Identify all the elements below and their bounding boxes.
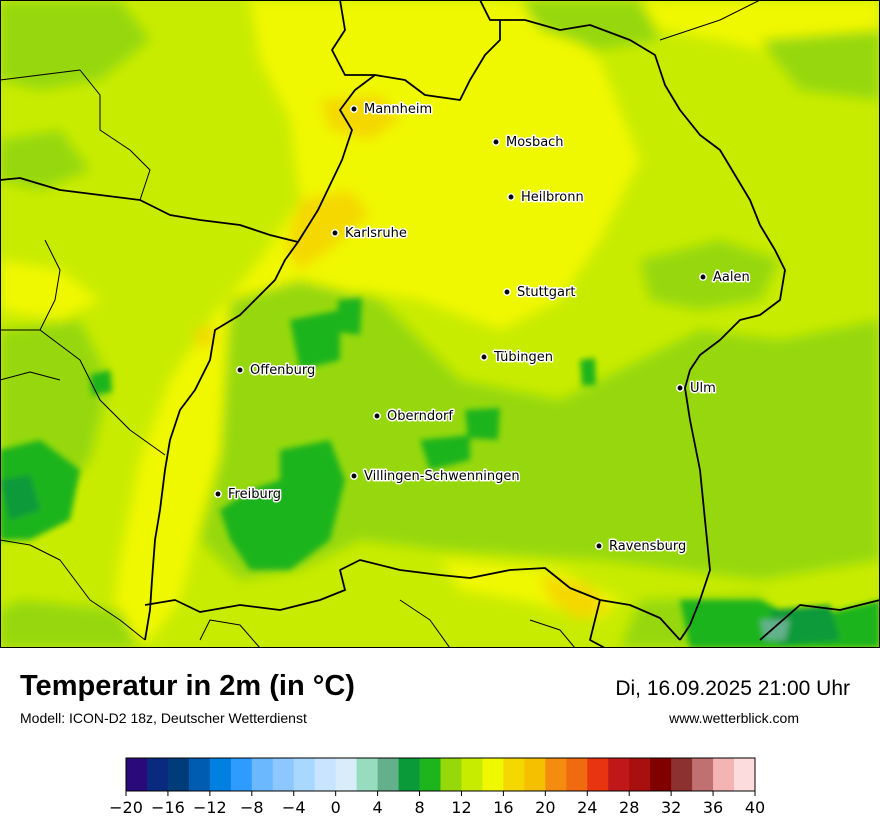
city-label: Villingen-Schwenningen	[364, 469, 520, 484]
legend-swatch	[734, 758, 756, 791]
legend-swatch	[503, 758, 525, 791]
legend-tick-label: 12	[451, 798, 471, 817]
legend-swatch	[356, 758, 379, 791]
legend-swatch	[126, 758, 148, 791]
legend-swatch	[398, 758, 421, 791]
legend-swatch	[209, 758, 232, 791]
legend-swatch	[440, 758, 462, 791]
legend-swatch	[314, 758, 337, 791]
website-link[interactable]: www.wetterblick.com	[669, 710, 799, 726]
legend-tick-label: −4	[282, 798, 306, 817]
legend-tick-label: 4	[373, 798, 383, 817]
legend-swatch	[272, 758, 295, 791]
legend-tick-label: −8	[240, 798, 264, 817]
legend-tick-label: −16	[151, 798, 185, 817]
legend-swatch	[188, 758, 211, 791]
city-dot	[350, 472, 358, 480]
legend-tick-label: −12	[193, 798, 227, 817]
legend-swatch	[146, 758, 169, 791]
city-label: Ravensburg	[609, 539, 686, 554]
legend-swatch	[482, 758, 504, 791]
map-title: Temperatur in 2m (in °C)	[20, 670, 355, 702]
city-dot	[214, 490, 222, 498]
legend-swatch	[419, 758, 441, 791]
city-label: Mosbach	[506, 135, 564, 150]
legend-tick-label: 20	[535, 798, 555, 817]
city-dot	[373, 412, 381, 420]
legend-tick-label: 24	[577, 798, 597, 817]
city-label: Tübingen	[493, 350, 553, 365]
legend-swatch	[461, 758, 483, 791]
legend-tick-label: 28	[619, 798, 639, 817]
legend-tick-label: 32	[661, 798, 681, 817]
legend-swatch	[566, 758, 588, 791]
city-dot	[492, 138, 500, 146]
legend-ticks: −20 −16 −12 −8 −4 0 4 8 12 16 20 24 28 32 36 40	[109, 791, 765, 817]
city-label: Heilbronn	[521, 190, 584, 205]
legend-tick-label: 36	[703, 798, 723, 817]
forecast-datetime: Di, 16.09.2025 21:00 Uhr	[615, 677, 850, 700]
legend-swatch	[629, 758, 651, 791]
city-label: Karlsruhe	[345, 226, 407, 241]
city-label: Oberndorf	[387, 409, 453, 424]
city-label: Ulm	[690, 381, 716, 396]
legend-swatch	[524, 758, 546, 791]
city-label: Mannheim	[364, 102, 432, 117]
legend-tick-label: −20	[109, 798, 143, 817]
city-dot	[503, 288, 511, 296]
city-markers: Mannheim Mosbach Heilbronn Karlsruhe Aalen St…	[214, 101, 751, 556]
city-dot	[676, 384, 684, 392]
legend-swatch	[650, 758, 672, 791]
legend-tick-label: 16	[493, 798, 513, 817]
legend-color-bar	[125, 757, 756, 792]
legend-swatch	[713, 758, 735, 791]
legend-tick-label: 0	[331, 798, 341, 817]
legend-swatch	[545, 758, 567, 791]
legend-swatch	[230, 758, 253, 791]
legend-swatch	[671, 758, 693, 791]
city-dot	[480, 353, 488, 361]
city-dot	[350, 105, 358, 113]
legend-swatch	[335, 758, 358, 791]
city-dot	[595, 542, 603, 550]
city-label: Offenburg	[250, 363, 315, 378]
legend-swatch	[587, 758, 609, 791]
city-dot	[236, 366, 244, 374]
footer: Temperatur in 2m (in °C) Modell: ICON-D2…	[0, 648, 880, 830]
city-label: Stuttgart	[517, 285, 575, 300]
city-dot	[699, 273, 707, 281]
legend-swatch	[692, 758, 714, 791]
city-dot	[507, 193, 515, 201]
color-legend: −20 −16 −12 −8 −4 0 4 8 12 16 20 24 28 32 36 40	[0, 750, 880, 830]
legend-swatch	[167, 758, 190, 791]
city-label: Freiburg	[228, 487, 281, 502]
legend-swatch	[293, 758, 316, 791]
legend-swatch	[377, 758, 400, 791]
legend-tick-label: 8	[414, 798, 424, 817]
model-info: Modell: ICON-D2 18z, Deutscher Wetterdie…	[20, 710, 307, 726]
legend-swatch	[608, 758, 630, 791]
legend-tick-label: 40	[745, 798, 765, 817]
legend-swatch	[251, 758, 274, 791]
temperature-map[interactable]: Mannheim Mosbach Heilbronn Karlsruhe Aalen St…	[0, 0, 880, 648]
city-dot	[331, 229, 339, 237]
city-label: Aalen	[713, 270, 750, 285]
